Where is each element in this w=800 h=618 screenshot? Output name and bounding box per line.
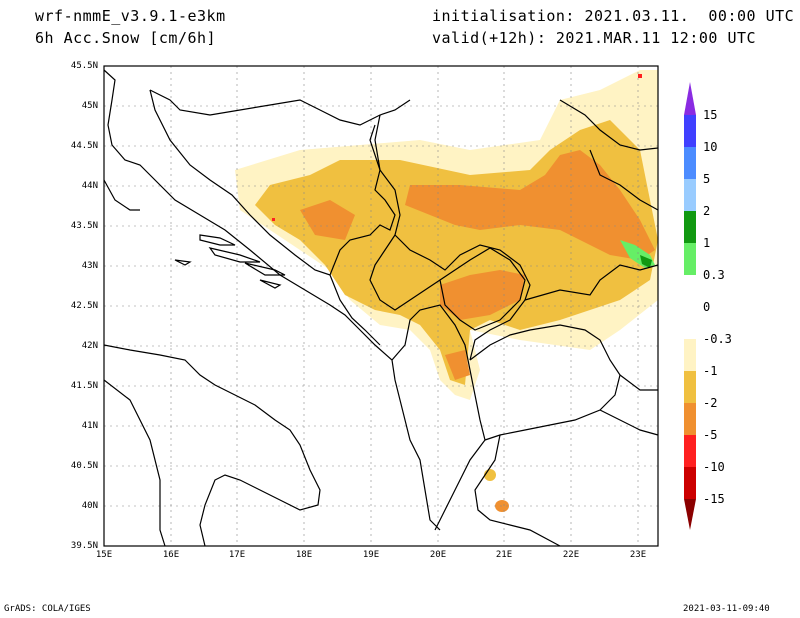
- colorbar-label: 5: [703, 172, 711, 186]
- lat-label: 41.5N: [70, 381, 98, 391]
- colorbar-label: 15: [703, 108, 718, 122]
- lon-label: 23E: [629, 550, 647, 560]
- lon-label: 19E: [362, 550, 380, 560]
- lon-label: 17E: [228, 550, 246, 560]
- lon-label: 15E: [95, 550, 113, 560]
- colorbar-label: -0.3: [703, 332, 732, 346]
- lat-label: 41N: [81, 421, 98, 431]
- map-frame: [103, 65, 659, 547]
- coastlines-borders: [103, 69, 659, 547]
- colorbar-label: -2: [703, 396, 718, 410]
- lon-label: 22E: [562, 550, 580, 560]
- colorbar-top-arrow: [684, 82, 696, 115]
- lat-label: 45N: [81, 101, 98, 111]
- colorbar-bottom-arrow: [684, 499, 696, 530]
- colorbar-label: -1: [703, 364, 718, 378]
- lon-label: 21E: [495, 550, 513, 560]
- lon-label: 16E: [162, 550, 180, 560]
- initialisation-time: initialisation: 2021.03.11. 00:00 UTC: [432, 7, 795, 25]
- lon-label: 18E: [295, 550, 313, 560]
- variable-title: 6h Acc.Snow [cm/6h]: [35, 29, 217, 47]
- colorbar-label: 2: [703, 204, 711, 218]
- lat-label: 42N: [81, 341, 98, 351]
- valid-time: valid(+12h): 2021.MAR.11 12:00 UTC: [432, 29, 757, 47]
- snowfall-shading: [235, 70, 658, 512]
- colorbar-label: 10: [703, 140, 718, 154]
- colorbar-label: 0.3: [703, 268, 725, 282]
- lat-label: 40N: [81, 501, 98, 511]
- footer-timestamp: 2021-03-11-09:40: [683, 604, 770, 614]
- colorbar-label: -10: [703, 460, 725, 474]
- model-title: wrf-nmmE_v3.9.1-e3km: [35, 7, 226, 25]
- lat-label: 44.5N: [70, 141, 98, 151]
- colorbar-label: -5: [703, 428, 718, 442]
- lat-label: 45.5N: [70, 61, 98, 71]
- colorbar-label: -15: [703, 492, 725, 506]
- colorbar-label: 0: [703, 300, 711, 314]
- lat-label: 44N: [81, 181, 98, 191]
- lat-label: 43.5N: [70, 221, 98, 231]
- grid-lines: [104, 66, 658, 546]
- colorbar: [684, 82, 696, 530]
- lat-label: 39.5N: [70, 541, 98, 551]
- lat-label: 43N: [81, 261, 98, 271]
- colorbar-label: 1: [703, 236, 711, 250]
- footer-credit: GrADS: COLA/IGES: [4, 604, 91, 614]
- lat-label: 42.5N: [70, 301, 98, 311]
- lat-label: 40.5N: [70, 461, 98, 471]
- lon-label: 20E: [429, 550, 447, 560]
